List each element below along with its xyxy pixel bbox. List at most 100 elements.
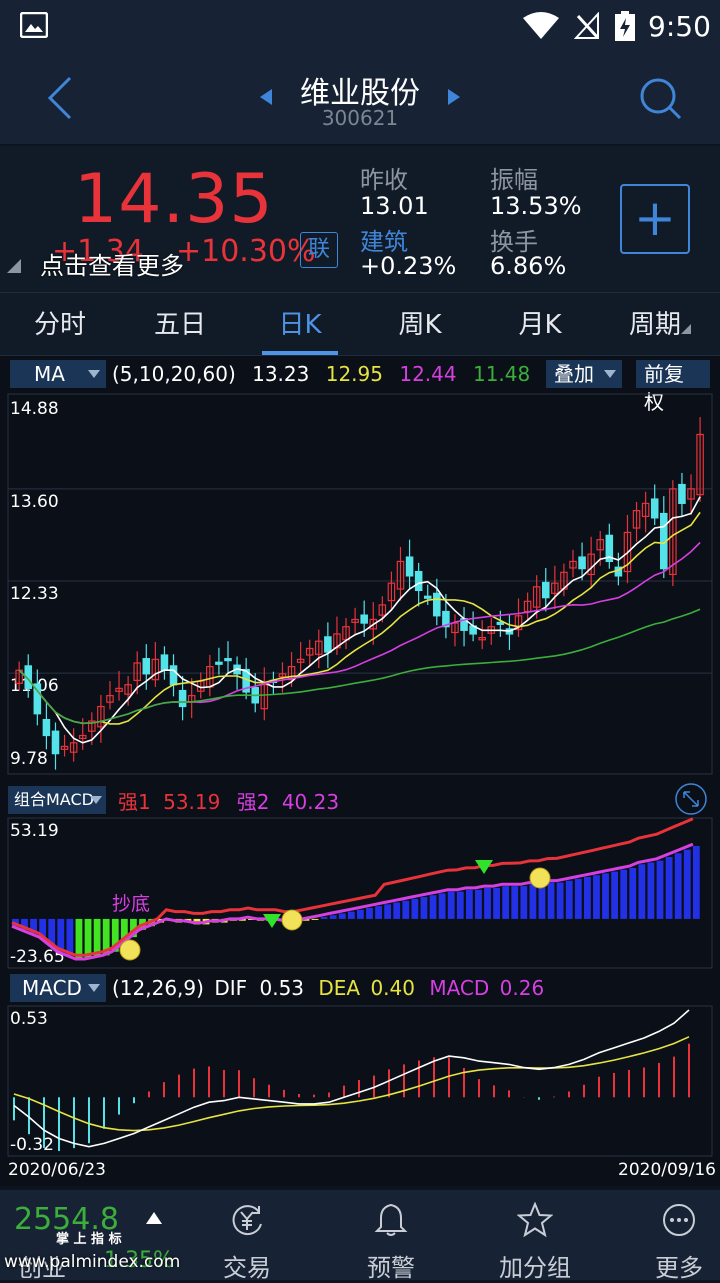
macd-legend: (12,26,9) DIF 0.53 DEA 0.40 MACD 0.26 [112,976,544,1000]
ma10-line [18,511,701,725]
ma-indicator-label: MA [34,362,65,386]
next-stock-icon[interactable] [446,88,462,106]
period-tabs: 分时 五日 日K 周K 月K 周期 [0,292,720,356]
candle-body [541,581,550,599]
combo-bottom-tick: -23.65 [10,947,65,967]
combo-bar [529,884,537,919]
combo-bar [21,918,28,930]
dif-value: 0.53 [259,976,305,1000]
combo-macd-chart[interactable]: 53.19 -23.65 抄底 [0,816,720,972]
tab-intraday[interactable]: 分时 [33,310,86,340]
combo-bar [329,915,337,919]
down-arrow-marker-icon [475,860,493,874]
expand-icon[interactable] [674,782,708,816]
candle-body [151,658,160,681]
dea-label: DEA [318,976,361,1000]
combo-bar [656,860,664,919]
nav-add-group[interactable]: 加分组 [475,1190,595,1282]
nav-trade[interactable]: 交易 [187,1190,307,1282]
candle-body [351,618,359,623]
search-icon[interactable] [638,76,682,120]
tab-monthly-k[interactable]: 月K [518,310,562,340]
candle-body [42,718,51,737]
combo-bar [629,867,637,919]
index-value[interactable]: 2554.8 [14,1202,119,1237]
add-watchlist-button[interactable]: + [620,184,690,254]
candle-body [260,684,269,710]
combo-bar [620,869,628,919]
combo-bar [120,918,128,945]
index-name: 创业 [18,1254,66,1282]
candle-body [687,488,695,500]
combo-bar [574,878,582,919]
watermark-url: www.palmindex.com [4,1252,181,1272]
combo-legend: 强1 53.19 强2 40.23 [118,786,339,815]
macd-chart[interactable]: 0.53 -0.32 [0,1004,720,1174]
combo-bar [302,918,310,921]
tab-five-day[interactable]: 五日 [153,310,206,340]
combo-bar [520,886,528,919]
combo-bar [638,864,646,919]
no-signal-icon [574,12,600,40]
candle-body [632,510,641,529]
macd-indicator-dropdown[interactable]: MACD [10,974,106,1002]
combo-bar [665,856,673,919]
combo-bar [611,871,619,919]
more-icon [663,1204,695,1236]
combo-indicator-label: 组合MACD [14,790,94,809]
combo-bar [375,906,382,919]
nav-alert-label: 预警 [367,1254,415,1282]
combo-bar [102,918,110,956]
candle-body [51,730,60,755]
price-tick-label: 9.78 [10,749,48,769]
amplitude-label: 振幅 [490,166,538,194]
candle-body [224,658,232,662]
candle-body [278,673,287,678]
tab-active-indicator [262,351,338,355]
candle-body [478,636,486,641]
combo-bar [57,918,65,952]
nav-alert[interactable]: 预警 [331,1190,451,1282]
nav-more[interactable]: 更多 [619,1190,720,1282]
candle-body [532,586,541,608]
ma-legend: (5,10,20,60) 13.23 12.95 12.44 11.48 [112,362,530,386]
candle-body [305,647,314,656]
combo-bar [357,909,364,919]
combo-bar [583,877,591,919]
ma-indicator-dropdown[interactable]: MA [10,360,106,388]
q2-label: 强2 [236,790,270,814]
ma-params: (5,10,20,60) [112,362,236,386]
link-badge[interactable]: 联 [300,232,338,268]
current-price: 14.35 [74,160,274,239]
candle-body [33,683,42,715]
smiley-marker-icon [529,867,551,889]
tap-hint[interactable]: 点击查看更多 [40,252,184,280]
combo-bar [511,886,519,919]
tab-weekly-k[interactable]: 周K [398,310,442,340]
adjust-button[interactable]: 前复权 [636,360,710,414]
combo-bar [311,918,319,920]
combo-macd-dropdown[interactable]: 组合MACD [8,786,106,814]
quote-panel[interactable]: 14.35 +1.34 +10.30% 联 点击查看更多 昨收 13.01 振幅… [0,146,720,292]
period-dropdown-icon [681,324,691,334]
tab-period[interactable]: 周期 [628,310,681,340]
watermark-title: 掌 上 指 标 [56,1232,122,1247]
tab-daily-k[interactable]: 日K [278,310,322,340]
stock-name: 维业股份 [300,76,420,111]
sector-change: +0.23% [360,252,457,280]
combo-frame [7,817,713,969]
smiley-marker-icon [119,939,141,961]
sector-label[interactable]: 建筑 [360,228,408,256]
back-icon[interactable] [44,76,76,120]
combo-bar [502,886,510,919]
combo-bar [248,918,255,920]
chart-area[interactable]: MA (5,10,20,60) 13.23 12.95 12.44 11.48 … [0,356,720,1186]
kline-frame [7,393,713,775]
combo-bar [48,918,56,945]
dea-line [13,1036,690,1132]
overlay-dropdown[interactable]: 叠加 [546,360,622,388]
prev-stock-icon[interactable] [258,88,274,106]
candle-body [551,582,559,594]
macd-frame [7,1005,713,1157]
